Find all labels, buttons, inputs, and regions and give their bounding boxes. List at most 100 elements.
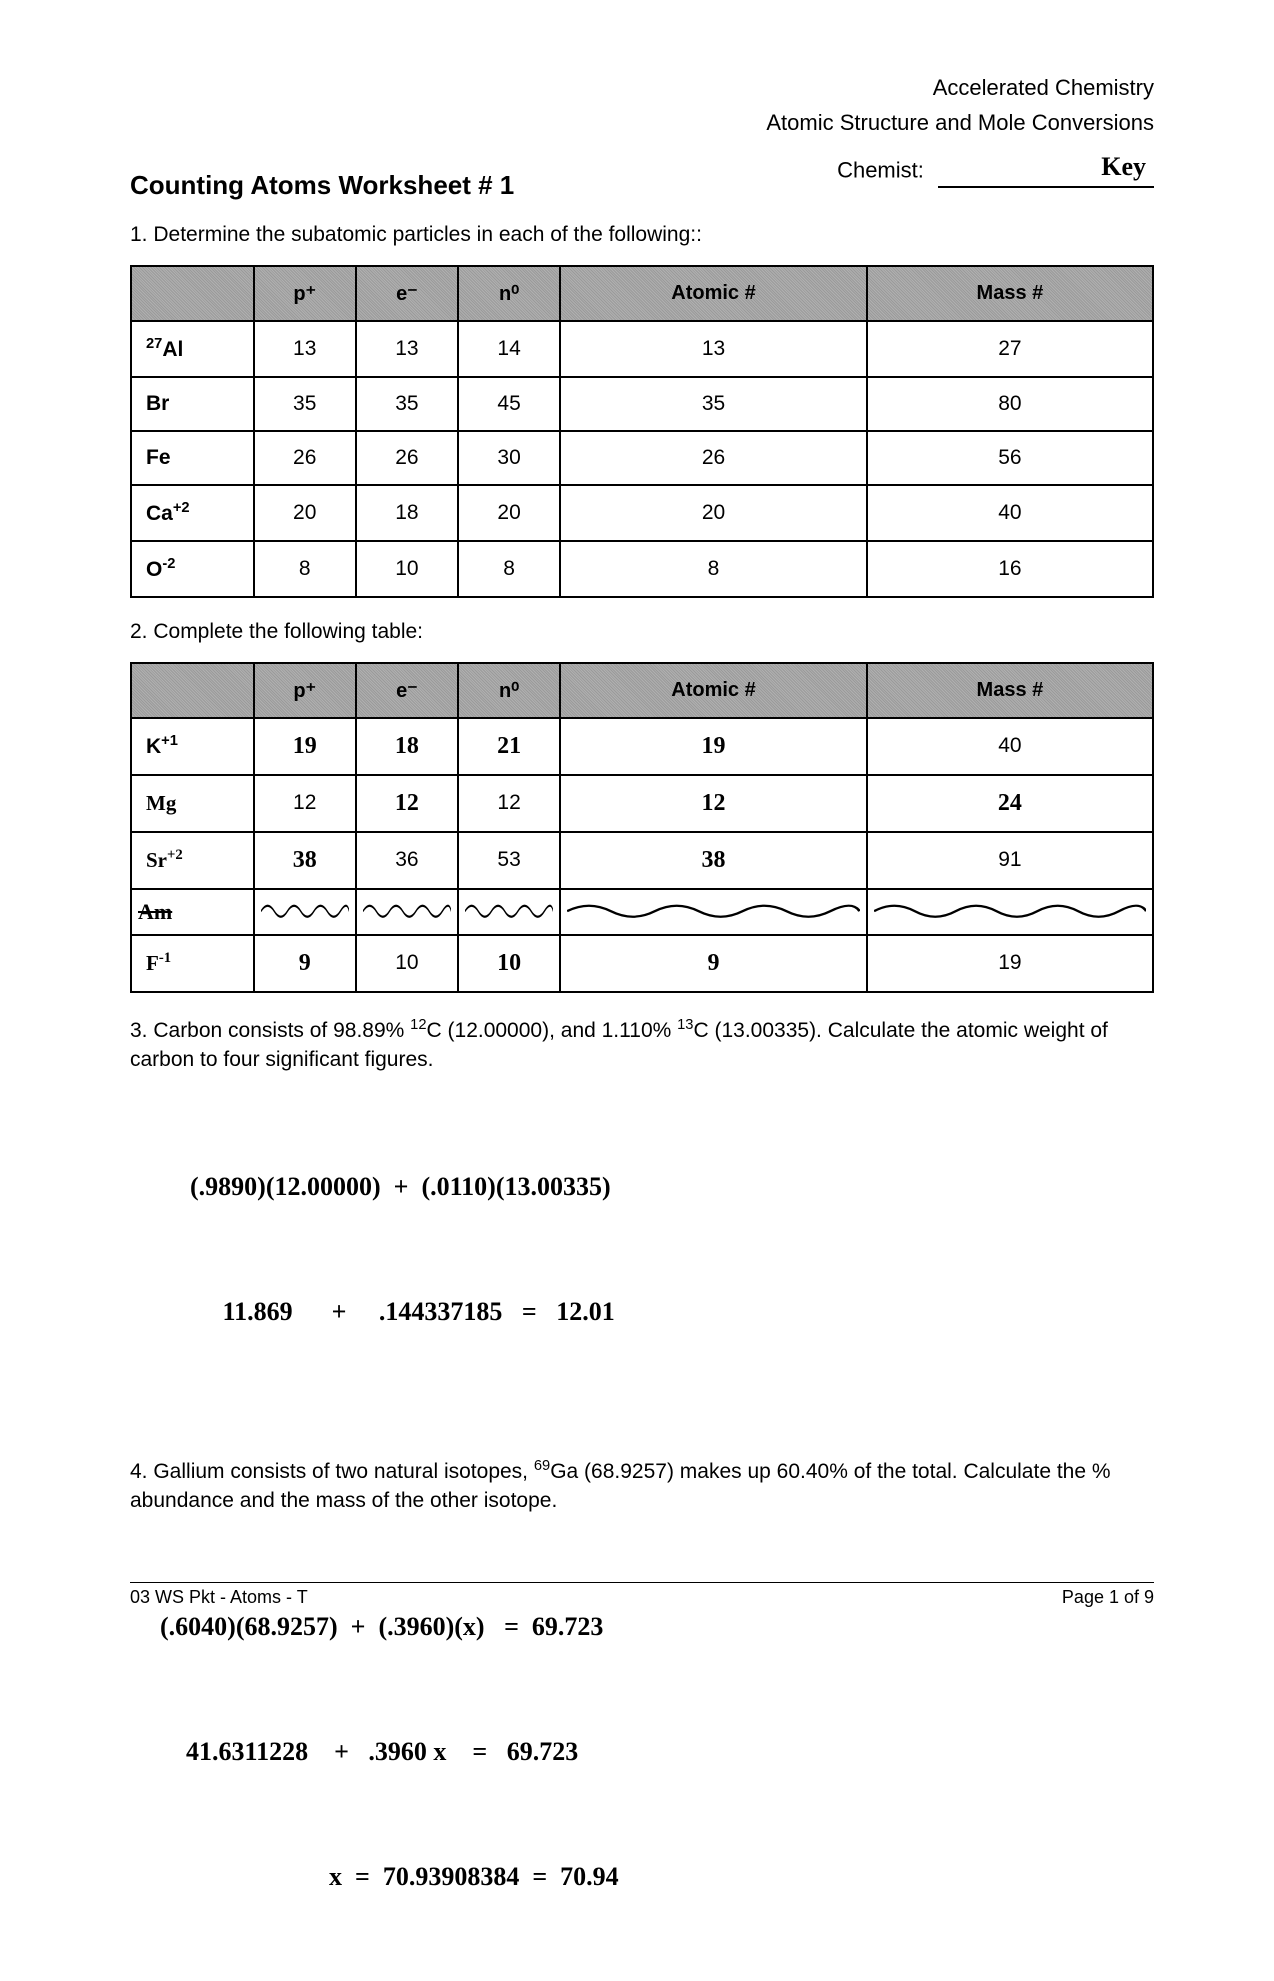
element-cell: F-1 (131, 935, 254, 992)
e-cell: 18 (356, 485, 458, 541)
n-cell: 30 (458, 431, 560, 485)
q2-col-mass: Mass # (867, 663, 1153, 718)
e-cell: 13 (356, 321, 458, 377)
p-cell: 26 (254, 431, 356, 485)
e-cell: 12 (356, 775, 458, 832)
q1-col-atomic: Atomic # (560, 266, 867, 321)
mass-cell: 91 (867, 832, 1153, 889)
table-row: K+11918211940 (131, 718, 1153, 775)
n-cell: 20 (458, 485, 560, 541)
e-cell: 35 (356, 377, 458, 431)
table-row: F-191010919 (131, 935, 1153, 992)
unit-name: Atomic Structure and Mole Conversions (130, 105, 1154, 140)
p-cell: 9 (254, 935, 356, 992)
q4-work-line1: (.6040)(68.9257) + (.3960)(x) = 69.723 (160, 1606, 1154, 1648)
q1-col-e: e⁻ (356, 266, 458, 321)
page-footer: 03 WS Pkt - Atoms - T Page 1 of 9 (130, 1582, 1154, 1608)
p-cell: 19 (254, 718, 356, 775)
mass-cell (867, 889, 1153, 935)
q3-prompt: 3. Carbon consists of 98.89% 12C (12.000… (130, 1015, 1154, 1075)
mass-cell: 80 (867, 377, 1153, 431)
q2-prompt: 2. Complete the following table: (130, 620, 1154, 644)
atomic-cell: 12 (560, 775, 867, 832)
mass-cell: 40 (867, 718, 1153, 775)
chemist-blank: Key (938, 144, 1154, 188)
atomic-cell: 38 (560, 832, 867, 889)
n-cell: 8 (458, 541, 560, 597)
table-row: Sr+23836533891 (131, 832, 1153, 889)
element-cell: Ca+2 (131, 485, 254, 541)
q2-col-p: p⁺ (254, 663, 356, 718)
mass-cell: 27 (867, 321, 1153, 377)
table-row: Mg1212121224 (131, 775, 1153, 832)
q4-prompt: 4. Gallium consists of two natural isoto… (130, 1456, 1154, 1516)
n-cell: 53 (458, 832, 560, 889)
footer-left: 03 WS Pkt - Atoms - T (130, 1587, 308, 1608)
atomic-cell: 8 (560, 541, 867, 597)
table-row: Fe2626302656 (131, 431, 1153, 485)
table-row: 27Al1313141327 (131, 321, 1153, 377)
q2-col-e: e⁻ (356, 663, 458, 718)
chemist-label: Chemist: (837, 158, 924, 183)
element-cell: Mg (131, 775, 254, 832)
element-cell: K+1 (131, 718, 254, 775)
q4-work-line2: 41.6311228 + .3960 x = 69.723 (160, 1731, 1154, 1773)
course-name: Accelerated Chemistry (130, 70, 1154, 105)
atomic-cell: 19 (560, 718, 867, 775)
n-cell: 12 (458, 775, 560, 832)
mass-cell: 40 (867, 485, 1153, 541)
q2-header-row: p⁺ e⁻ n⁰ Atomic # Mass # (131, 663, 1153, 718)
element-cell: 27Al (131, 321, 254, 377)
q1-table: p⁺ e⁻ n⁰ Atomic # Mass # 27Al1313141327B… (130, 265, 1154, 598)
q3-work-line2: 11.869 + .144337185 = 12.01 (190, 1291, 1154, 1333)
e-cell: 10 (356, 935, 458, 992)
atomic-cell: 20 (560, 485, 867, 541)
n-cell: 10 (458, 935, 560, 992)
atomic-cell: 13 (560, 321, 867, 377)
n-cell: 14 (458, 321, 560, 377)
p-cell (254, 889, 356, 935)
mass-cell: 24 (867, 775, 1153, 832)
p-cell: 8 (254, 541, 356, 597)
q1-col-p: p⁺ (254, 266, 356, 321)
element-cell: O-2 (131, 541, 254, 597)
e-cell: 18 (356, 718, 458, 775)
n-cell (458, 889, 560, 935)
e-cell: 10 (356, 541, 458, 597)
e-cell: 26 (356, 431, 458, 485)
p-cell: 12 (254, 775, 356, 832)
q1-header-row: p⁺ e⁻ n⁰ Atomic # Mass # (131, 266, 1153, 321)
table-row: O-28108816 (131, 541, 1153, 597)
q1-prompt: 1. Determine the subatomic particles in … (130, 223, 1154, 247)
q2-table: p⁺ e⁻ n⁰ Atomic # Mass # K+11918211940Mg… (130, 662, 1154, 993)
q1-col-n: n⁰ (458, 266, 560, 321)
mass-cell: 19 (867, 935, 1153, 992)
q2-col-n: n⁰ (458, 663, 560, 718)
p-cell: 20 (254, 485, 356, 541)
worksheet-page: Accelerated Chemistry Atomic Structure a… (0, 0, 1274, 1648)
struck-row: Am (131, 889, 1153, 935)
mass-cell: 16 (867, 541, 1153, 597)
element-cell: Am (131, 889, 254, 935)
element-cell: Fe (131, 431, 254, 485)
e-cell: 36 (356, 832, 458, 889)
chemist-value: Key (1101, 152, 1146, 181)
q1-col-blank (131, 266, 254, 321)
q3-work-line1: (.9890)(12.00000) + (.0110)(13.00335) (190, 1166, 1154, 1208)
e-cell (356, 889, 458, 935)
n-cell: 45 (458, 377, 560, 431)
q4-work-line3: x = 70.93908384 = 70.94 (160, 1856, 1154, 1898)
p-cell: 38 (254, 832, 356, 889)
element-cell: Br (131, 377, 254, 431)
chemist-field: Chemist: Key (837, 144, 1154, 188)
atomic-cell (560, 889, 867, 935)
atomic-cell: 9 (560, 935, 867, 992)
q1-col-mass: Mass # (867, 266, 1153, 321)
table-row: Br3535453580 (131, 377, 1153, 431)
atomic-cell: 26 (560, 431, 867, 485)
q2-col-atomic: Atomic # (560, 663, 867, 718)
n-cell: 21 (458, 718, 560, 775)
p-cell: 35 (254, 377, 356, 431)
q2-col-blank (131, 663, 254, 718)
table-row: Ca+22018202040 (131, 485, 1153, 541)
